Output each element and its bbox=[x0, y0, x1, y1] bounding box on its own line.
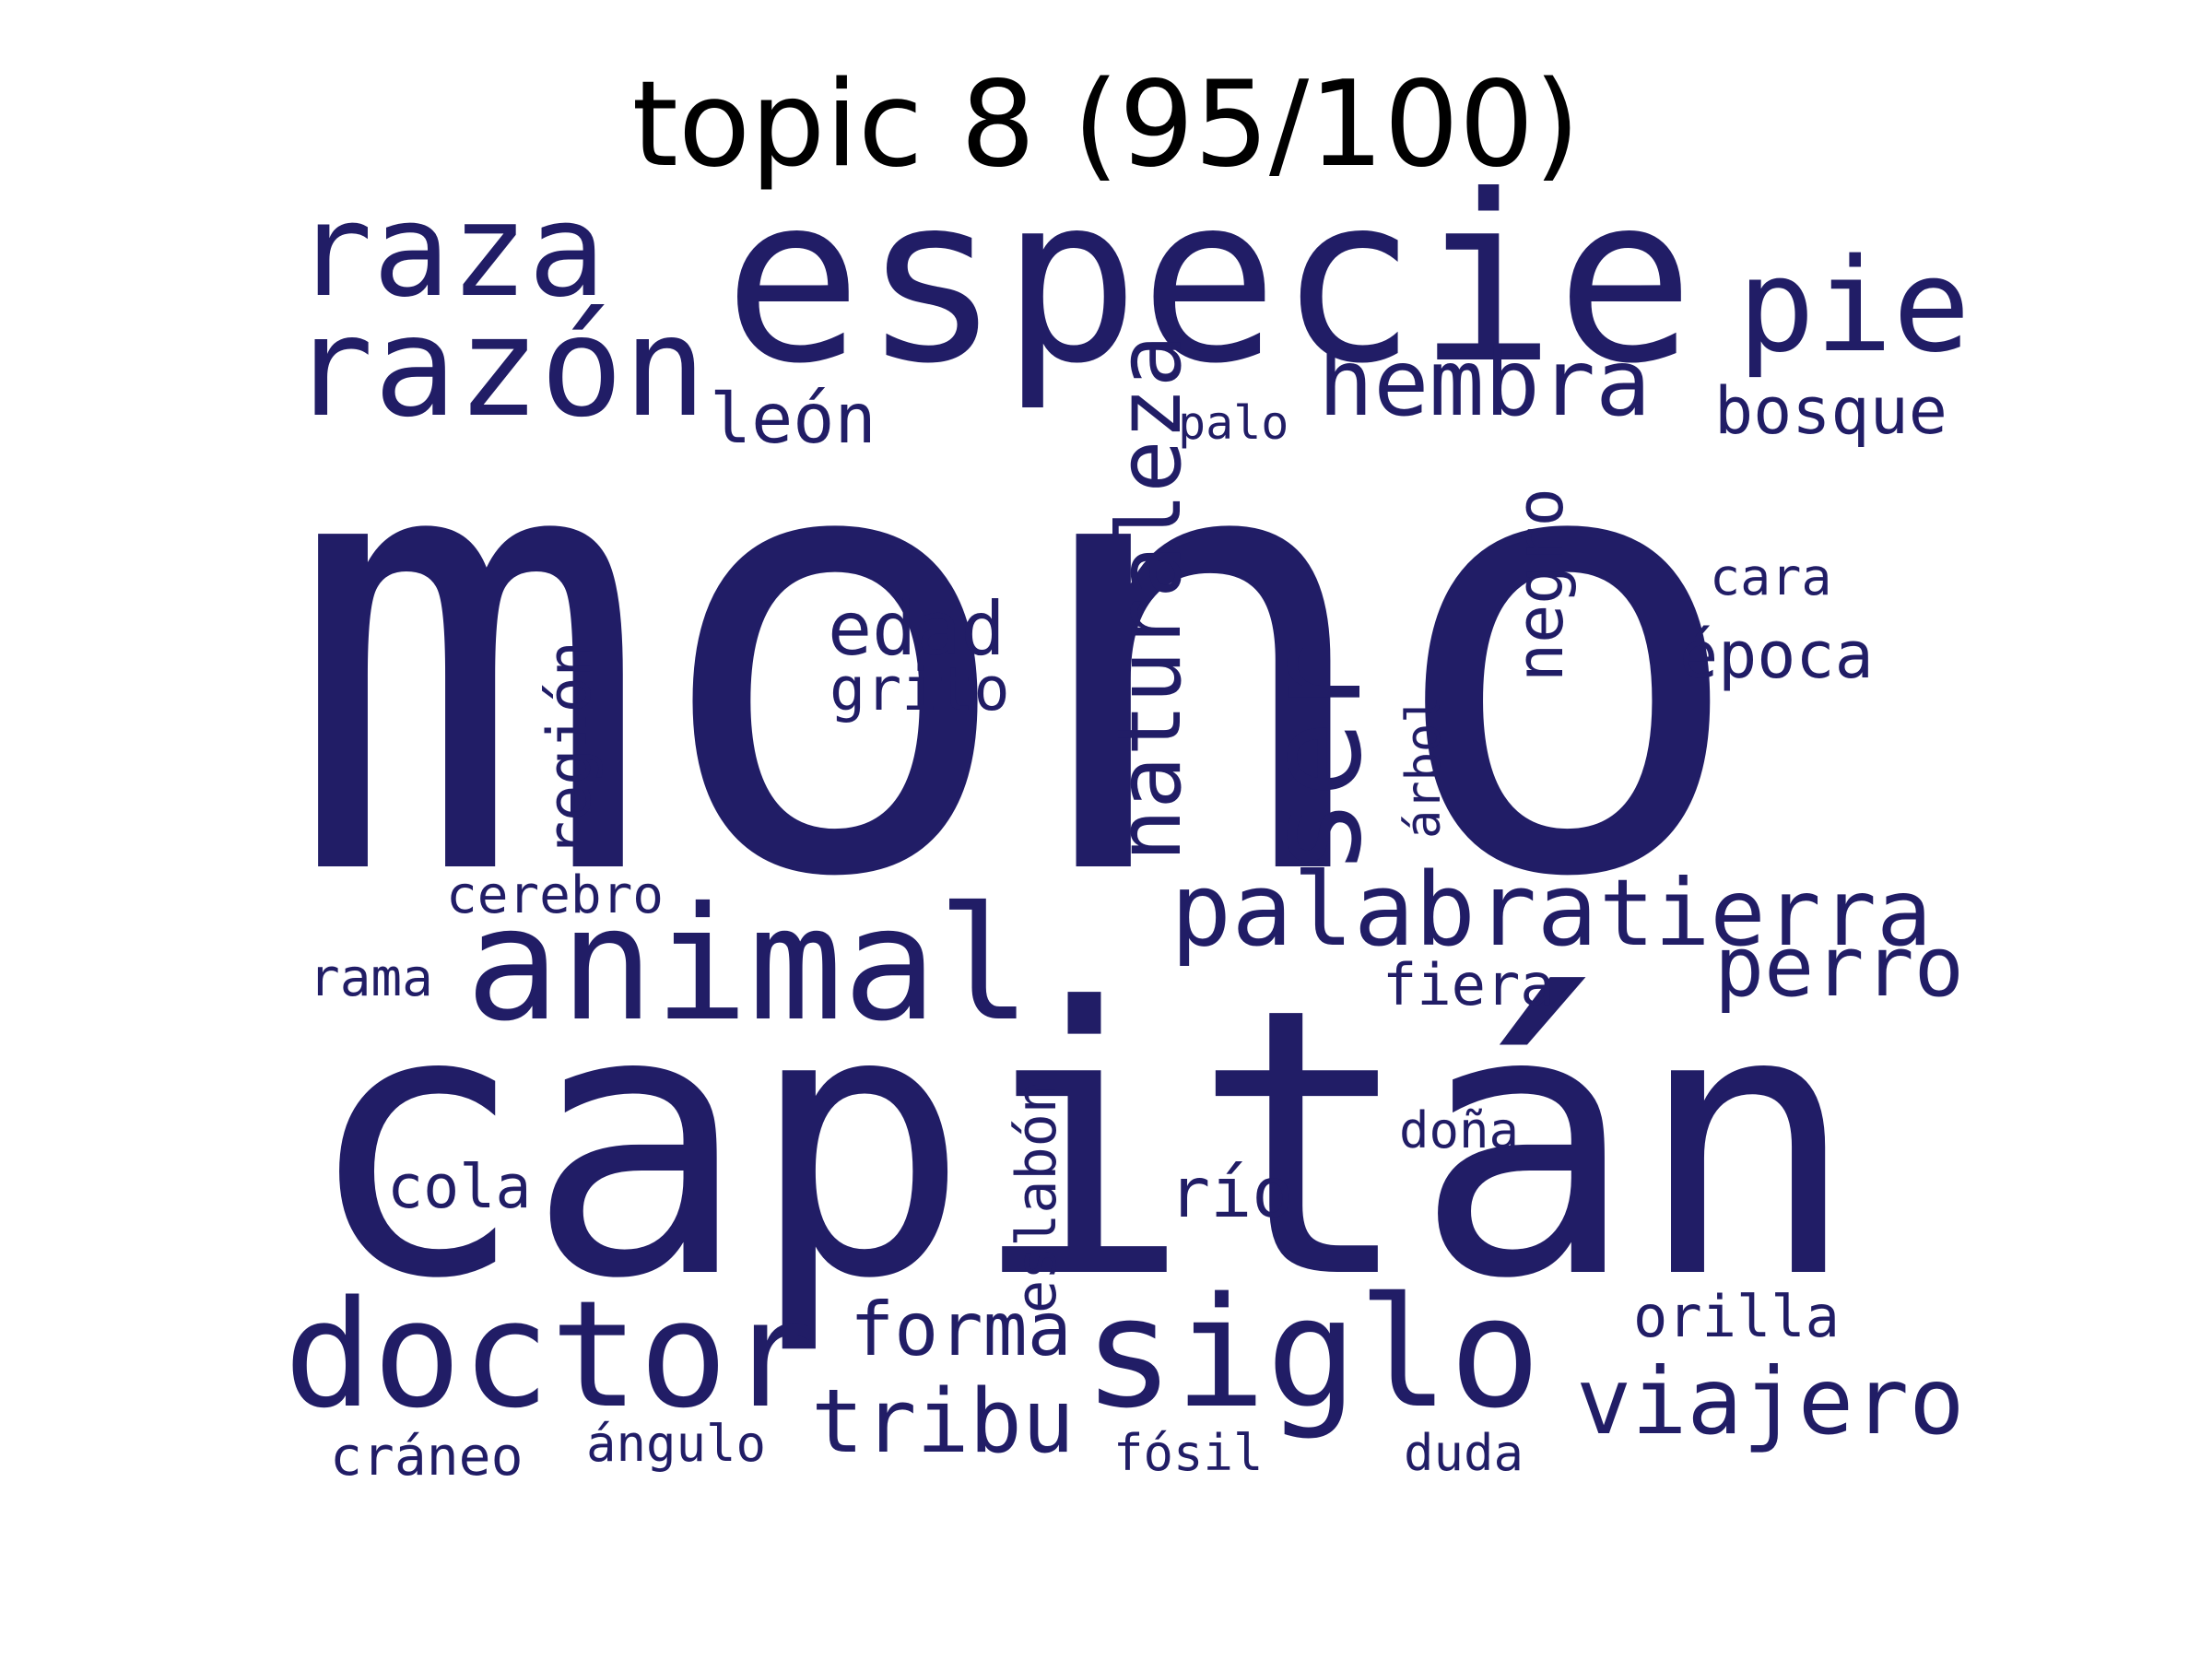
word-24: región bbox=[535, 641, 605, 857]
word-1: capitán bbox=[304, 931, 1858, 1359]
word-2: especie bbox=[724, 146, 1695, 414]
word-28: orilla bbox=[1633, 1283, 1840, 1350]
word-37: duda bbox=[1404, 1424, 1524, 1482]
word-6: razón bbox=[290, 288, 707, 448]
word-34: cara bbox=[1710, 547, 1831, 606]
word-25: eslabón bbox=[1005, 1080, 1069, 1313]
word-17: edad bbox=[828, 586, 1006, 672]
word-13: tierra bbox=[1599, 859, 1932, 967]
word-12: hembra bbox=[1318, 329, 1651, 437]
word-7: raza bbox=[295, 176, 606, 326]
word-11: naturaleza bbox=[1100, 335, 1201, 862]
word-5: doctor bbox=[284, 1268, 817, 1441]
word-20: león bbox=[710, 378, 877, 459]
word-39: palo bbox=[1178, 396, 1288, 450]
word-8: ser bbox=[1241, 642, 1391, 876]
word-15: tribu bbox=[811, 1371, 1075, 1473]
chart-title: topic 8 (95/100) bbox=[631, 56, 1581, 194]
word-9: pie bbox=[1737, 231, 1971, 382]
word-30: cráneo bbox=[330, 1425, 524, 1488]
word-26: grito bbox=[830, 655, 1010, 724]
word-36: fósil bbox=[1113, 1424, 1264, 1482]
word-33: árbol bbox=[1396, 694, 1452, 839]
word-32: cerebro bbox=[446, 865, 664, 925]
word-14: viajero bbox=[1576, 1347, 1964, 1455]
word-16: perro bbox=[1714, 919, 1964, 1016]
word-21: bosque bbox=[1714, 373, 1947, 449]
word-38: doña bbox=[1399, 1101, 1519, 1159]
word-31: rama bbox=[309, 948, 433, 1008]
word-27: cola bbox=[387, 1153, 532, 1222]
word-22: río bbox=[1169, 1152, 1293, 1233]
word-4: siglo bbox=[1083, 1265, 1541, 1441]
word-0: mono bbox=[286, 301, 1750, 1010]
word-10: palabra bbox=[1171, 851, 1598, 969]
word-19: negro bbox=[1502, 488, 1578, 682]
word-3: animal bbox=[465, 874, 1031, 1056]
word-29: fiera bbox=[1382, 951, 1555, 1018]
word-23: época bbox=[1679, 618, 1874, 693]
word-18: forma bbox=[850, 1287, 1072, 1372]
word-35: ángulo bbox=[586, 1415, 766, 1473]
